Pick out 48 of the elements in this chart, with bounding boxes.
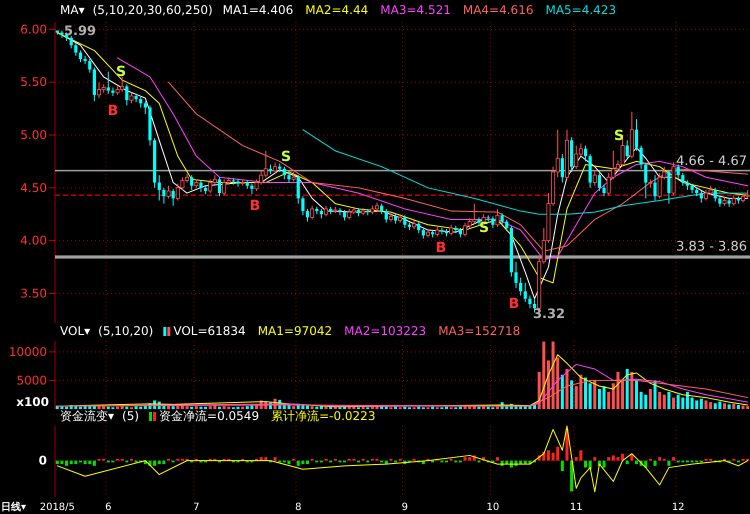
annotation: S <box>614 128 624 144</box>
text: 累计净流=-0.0223 <box>271 409 376 423</box>
x-tick-label: 11 <box>570 502 583 513</box>
text: MA1=97042 <box>258 324 332 338</box>
chart-subtitle: (5) <box>122 409 140 423</box>
band-label: 4.66 - 4.67 <box>676 154 747 169</box>
x-tick-label: 10 <box>486 502 500 513</box>
text: MA2=103223 <box>344 324 426 338</box>
x-tick-label: 9 <box>402 502 408 513</box>
y-tick-label: 5.00 <box>20 128 47 142</box>
text: MA3=152718 <box>438 324 520 338</box>
annotation: S <box>478 220 490 236</box>
y-tick-label: 6.00 <box>20 22 47 36</box>
text: 日线▾ <box>1 501 26 513</box>
x-tick-label: 2018/5 <box>40 502 75 513</box>
x-tick-label: 6 <box>105 502 112 513</box>
chart-title: MA▾ <box>60 3 85 17</box>
text: 0 <box>38 454 47 468</box>
y-tick-label: 5.50 <box>20 75 47 90</box>
text: MA4=4.616 <box>462 3 534 17</box>
y-tick-label: 5000 <box>16 373 47 388</box>
x-tick-label: 8 <box>295 502 302 513</box>
annotation: 3.32 <box>533 307 566 322</box>
text: x100 <box>16 395 49 409</box>
text: MA1=4.406 <box>222 3 294 17</box>
annotation: B <box>508 296 520 312</box>
text: MA2=4.44 <box>305 3 368 17</box>
y-tick-label: 10000 <box>8 344 47 359</box>
legend-label: VOL=61834 <box>173 324 246 338</box>
annotation: 5.99 <box>64 24 96 39</box>
chart-subtitle: (5,10,20,30,60,250) <box>92 3 213 17</box>
annotation: S <box>116 64 126 80</box>
annotation: B <box>108 103 118 119</box>
y-tick-label: 3.50 <box>20 286 47 300</box>
text: MA5=4.423 <box>545 3 616 17</box>
text: MA3=4.521 <box>380 3 451 17</box>
chart-title: VOL▾ <box>60 324 90 338</box>
x-tick-label: 12 <box>672 502 685 513</box>
legend-label: 资金净流=0.0549 <box>159 409 260 423</box>
annotation: B <box>436 240 446 256</box>
chart-title: 资金流变▾ <box>60 409 114 423</box>
band-label: 3.83 - 3.86 <box>676 239 747 254</box>
y-tick-label: 4.50 <box>20 180 47 195</box>
annotation: B <box>250 198 260 214</box>
y-tick-label: 4.00 <box>20 234 47 248</box>
chart-subtitle: (5,10,20) <box>98 324 154 338</box>
x-tick-label: 7 <box>193 502 200 513</box>
annotation: S <box>280 149 292 165</box>
